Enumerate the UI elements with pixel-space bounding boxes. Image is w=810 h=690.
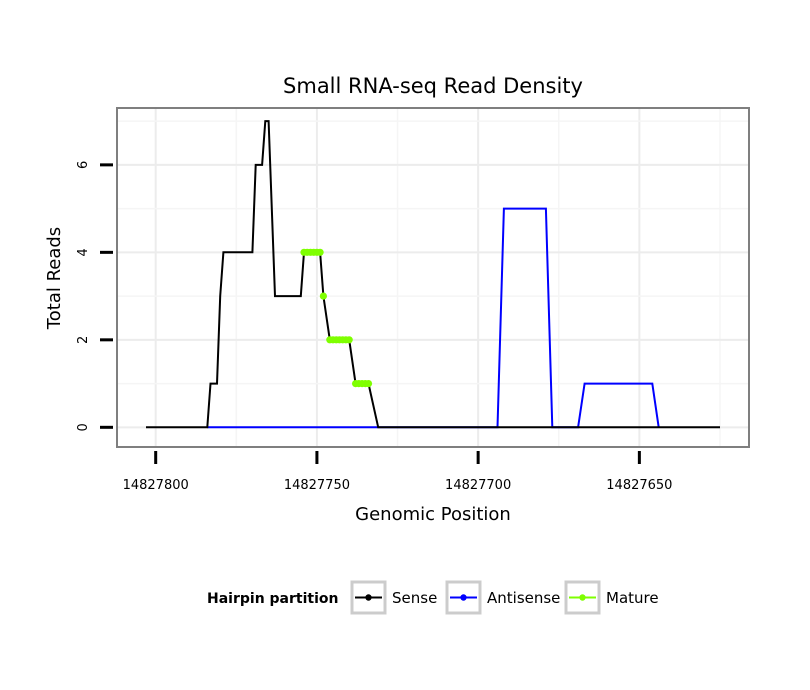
x-axis-title: Genomic Position (355, 504, 511, 525)
chart-title: Small RNA-seq Read Density (283, 74, 583, 98)
legend-key-point (460, 594, 467, 601)
legend-label: Antisense (487, 589, 560, 607)
grid-lines (117, 108, 749, 447)
x-tick-label: 14827700 (445, 478, 511, 493)
x-tick-label: 14827750 (284, 478, 350, 493)
y-tick-label: 0 (76, 423, 91, 431)
x-axis: 14827800 14827750 14827700 14827650 (123, 451, 672, 493)
legend-title: Hairpin partition (207, 591, 338, 607)
legend-entry-mature: Mature (564, 580, 659, 615)
legend-label: Mature (606, 589, 659, 607)
legend-entry-sense: Sense (350, 580, 437, 615)
data-series (146, 120, 720, 429)
y-axis: 0 2 4 6 (76, 161, 113, 431)
legend-entry-antisense: Antisense (445, 580, 560, 615)
y-tick-label: 2 (76, 336, 91, 344)
plot-panel (116, 107, 750, 448)
mature-point (364, 380, 373, 388)
legend-entries: Sense Antisense Mature (350, 580, 659, 615)
x-tick-label: 14827650 (606, 478, 672, 493)
x-tick-label: 14827800 (123, 478, 189, 493)
mature-point (345, 336, 353, 344)
y-axis-title: Total Reads (44, 227, 65, 330)
mature-point (319, 292, 327, 300)
y-tick-label: 4 (76, 248, 91, 256)
legend-label: Sense (392, 589, 437, 607)
legend-key-point (579, 594, 586, 601)
legend-key-point (365, 594, 372, 601)
mature-point (316, 248, 324, 256)
panel-border (116, 107, 750, 448)
legend: Hairpin partition Sense Antisense Mature (207, 580, 659, 615)
y-tick-label: 6 (76, 161, 91, 169)
